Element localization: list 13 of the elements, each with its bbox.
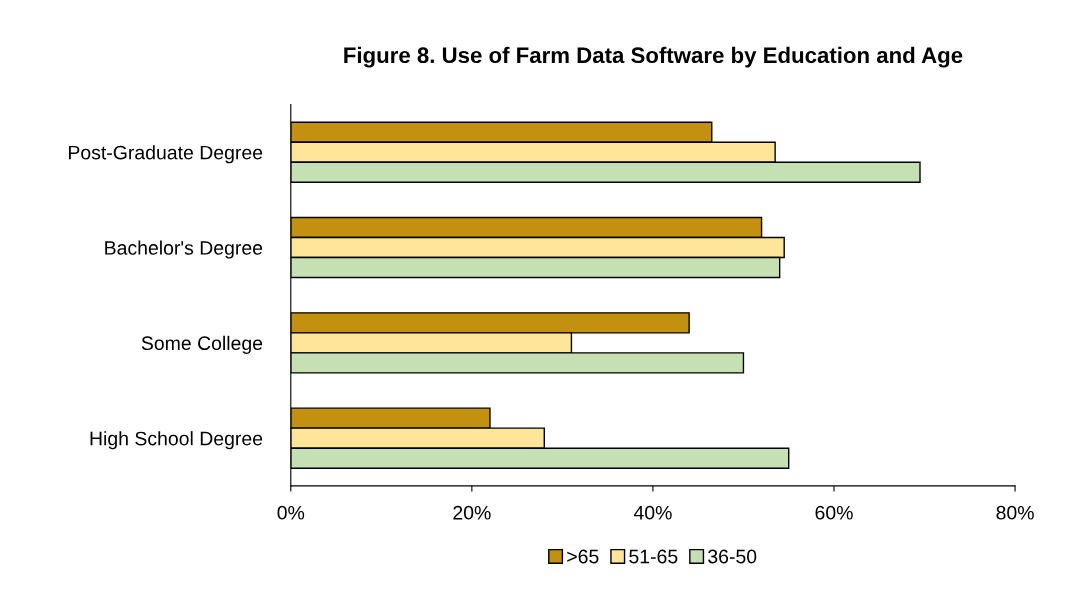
x-tick-label: 40% xyxy=(633,505,672,520)
legend-label: 36-50 xyxy=(708,549,757,564)
x-tick-label: 60% xyxy=(815,505,853,520)
legend-label: >65 xyxy=(567,549,599,564)
chart-title: Figure 8. Use of Farm Data Software by Education and Age xyxy=(344,46,963,68)
x-tick-label: 80% xyxy=(996,505,1034,520)
x-tick-label: 20% xyxy=(453,505,491,520)
y-tick-label: Post-Graduate Degree xyxy=(68,145,263,164)
y-tick-label: High School Degree xyxy=(90,431,263,450)
y-tick-label: Bachelor's Degree xyxy=(105,240,263,259)
x-tick-label: 0% xyxy=(277,505,305,520)
y-tick-label: Some College xyxy=(141,335,263,354)
legend-label: 51-65 xyxy=(629,549,678,564)
